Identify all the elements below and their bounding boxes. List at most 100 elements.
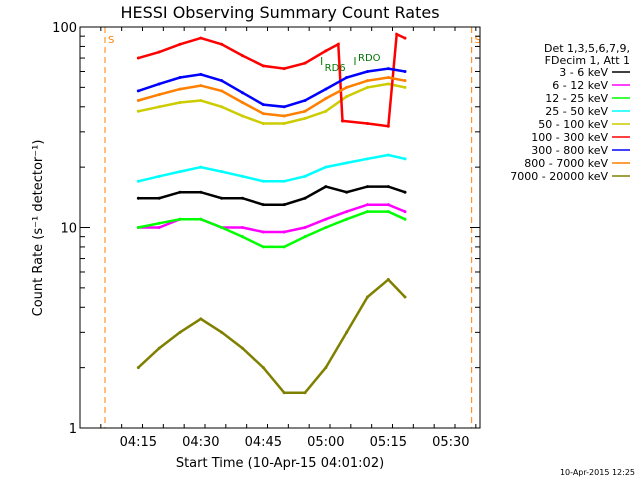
series-point-3-12 xyxy=(386,153,390,157)
series-line-8 xyxy=(137,277,406,394)
series-point-6-2 xyxy=(178,75,182,79)
series-point-1-10 xyxy=(345,210,349,214)
series-point-5-0 xyxy=(136,56,140,60)
marker-label-rdo-0: RDO xyxy=(358,53,381,64)
series-point-0-13 xyxy=(403,190,407,194)
series-point-6-9 xyxy=(324,87,328,91)
series-point-2-9 xyxy=(324,226,328,229)
series-point-7-12 xyxy=(386,75,390,79)
series-point-3-9 xyxy=(324,165,328,169)
series-point-4-11 xyxy=(366,85,369,89)
series-point-6-12 xyxy=(386,67,390,71)
series-point-4-5 xyxy=(241,114,244,118)
series-point-5-10 xyxy=(336,42,340,46)
series-point-3-2 xyxy=(178,170,182,174)
chart-title: HESSI Observing Summary Count Rates xyxy=(120,3,439,22)
series-point-7-1 xyxy=(157,93,161,97)
series-point-0-9 xyxy=(324,185,328,189)
series-point-0-11 xyxy=(366,185,369,189)
legend-entry-label: 300 - 800 keV xyxy=(531,144,608,157)
series-point-4-12 xyxy=(386,82,390,86)
series-point-8-5 xyxy=(241,346,244,350)
series-point-6-0 xyxy=(136,89,140,93)
series-point-7-3 xyxy=(199,84,203,88)
series-point-3-5 xyxy=(241,174,244,178)
series-point-4-10 xyxy=(345,95,349,99)
series-point-3-7 xyxy=(282,179,286,183)
series-point-8-2 xyxy=(178,330,182,334)
series-point-5-12 xyxy=(366,122,369,126)
series-point-2-12 xyxy=(386,210,390,214)
legend-entry-label: 7000 - 20000 keV xyxy=(510,170,608,183)
series-point-7-5 xyxy=(241,101,244,105)
series-point-0-1 xyxy=(157,196,161,200)
series-point-6-10 xyxy=(345,75,349,79)
series-point-8-8 xyxy=(303,391,307,395)
legend-entry-label: 100 - 300 keV xyxy=(531,131,608,144)
series-point-1-13 xyxy=(403,210,407,214)
series-point-1-9 xyxy=(324,217,328,221)
series-point-8-6 xyxy=(261,366,265,370)
series-point-5-2 xyxy=(178,42,182,46)
series-point-1-7 xyxy=(282,230,286,234)
series-point-0-5 xyxy=(241,196,244,200)
series-point-2-13 xyxy=(403,217,407,221)
series-line-3 xyxy=(138,153,406,183)
series-point-0-10 xyxy=(345,190,349,194)
x-axis-label: Start Time (10-Apr-15 04:01:02) xyxy=(176,456,384,471)
series-point-0-0 xyxy=(136,196,140,200)
y-tick-label: 1 xyxy=(69,422,77,437)
x-tick-label: 04:45 xyxy=(245,435,282,450)
legend-entry-label: 50 - 100 keV xyxy=(538,118,608,131)
marker-label-s-1: S xyxy=(475,35,481,46)
marker-label-rd6-0: RD6 xyxy=(325,63,346,74)
series-point-1-1 xyxy=(157,226,161,229)
series-line-7 xyxy=(137,76,406,118)
series-point-5-1 xyxy=(157,50,161,54)
series-point-4-8 xyxy=(303,116,307,120)
legend-entry-label: 6 - 12 keV xyxy=(552,79,608,92)
series-point-7-7 xyxy=(282,114,286,118)
series-point-2-0 xyxy=(136,226,140,229)
series-point-2-11 xyxy=(366,210,369,214)
series-point-6-11 xyxy=(366,69,369,73)
y-axis-label: Count Rate (s⁻¹ detector⁻¹) xyxy=(31,140,46,317)
series-point-5-3 xyxy=(199,36,203,40)
legend-entry-label: 12 - 25 keV xyxy=(545,92,608,105)
series-point-6-4 xyxy=(220,79,224,83)
series-point-2-6 xyxy=(261,245,265,249)
series-point-5-14 xyxy=(395,32,399,36)
series-point-8-1 xyxy=(157,346,161,350)
series-point-3-6 xyxy=(261,179,265,183)
legend-header-line: FDecim 1, Att 1 xyxy=(545,54,630,67)
series-point-5-13 xyxy=(386,124,390,128)
series-point-0-7 xyxy=(282,203,286,207)
legend-entry-label: 25 - 50 keV xyxy=(545,105,608,118)
series-point-5-8 xyxy=(303,61,307,65)
series-point-8-11 xyxy=(366,295,369,299)
series-point-8-0 xyxy=(136,366,140,370)
series-point-3-4 xyxy=(220,170,224,174)
series-point-4-13 xyxy=(403,85,407,89)
series-point-4-2 xyxy=(178,101,182,105)
series-point-8-10 xyxy=(345,330,349,334)
series-point-1-12 xyxy=(386,203,390,207)
series-point-2-3 xyxy=(199,217,203,221)
series-point-6-5 xyxy=(241,91,244,95)
series-point-4-3 xyxy=(199,98,203,102)
series-point-7-13 xyxy=(403,79,407,83)
series-point-0-6 xyxy=(261,203,265,207)
series-point-7-10 xyxy=(345,85,349,89)
series-point-2-7 xyxy=(282,245,286,249)
series-point-3-3 xyxy=(199,165,203,169)
series-point-6-7 xyxy=(282,105,286,109)
series-point-8-9 xyxy=(324,366,328,370)
series-point-4-7 xyxy=(282,122,286,126)
series-line-4 xyxy=(138,82,406,125)
series-point-5-11 xyxy=(341,119,344,123)
series-point-6-6 xyxy=(261,103,265,107)
series-point-7-0 xyxy=(136,98,140,102)
series-point-5-9 xyxy=(324,49,328,53)
series-point-0-4 xyxy=(220,196,224,200)
